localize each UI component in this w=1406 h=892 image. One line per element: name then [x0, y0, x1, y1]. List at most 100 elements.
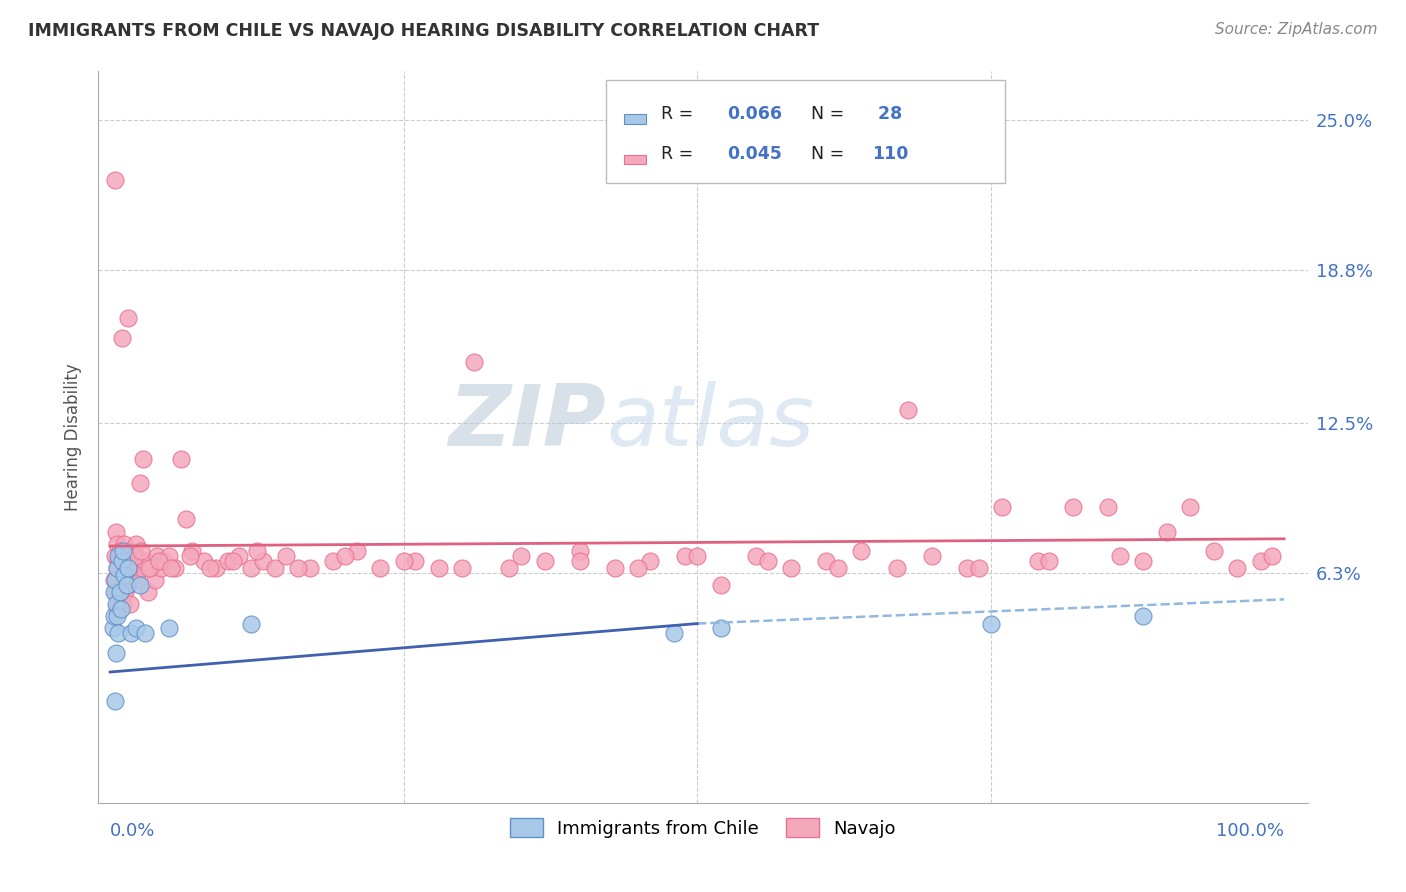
- Point: [956, 561, 979, 575]
- Point: [498, 561, 520, 575]
- Point: [157, 549, 180, 563]
- Point: [638, 553, 661, 567]
- Point: [276, 549, 298, 563]
- Point: [252, 553, 274, 567]
- Point: [132, 451, 155, 466]
- Point: [228, 549, 250, 563]
- Point: [368, 561, 391, 575]
- Point: [160, 561, 183, 575]
- Point: [104, 549, 127, 563]
- Point: [104, 573, 127, 587]
- Point: [392, 553, 415, 567]
- Point: [117, 311, 139, 326]
- Point: [780, 561, 803, 575]
- Bar: [624, 114, 647, 124]
- Point: [103, 573, 125, 587]
- Text: 28: 28: [872, 104, 903, 122]
- Point: [568, 544, 591, 558]
- Point: [131, 561, 153, 575]
- Text: IMMIGRANTS FROM CHILE VS NAVAJO HEARING DISABILITY CORRELATION CHART: IMMIGRANTS FROM CHILE VS NAVAJO HEARING …: [28, 22, 820, 40]
- Point: [157, 622, 180, 636]
- Point: [1108, 549, 1130, 563]
- Point: [980, 616, 1002, 631]
- Point: [193, 553, 215, 567]
- Point: [105, 602, 128, 616]
- Point: [181, 544, 204, 558]
- Point: [112, 597, 135, 611]
- Point: [110, 602, 132, 616]
- Point: [108, 585, 131, 599]
- Point: [921, 549, 943, 563]
- Point: [1132, 609, 1154, 624]
- Point: [1026, 553, 1049, 567]
- Point: [263, 561, 285, 575]
- Point: [1202, 544, 1225, 558]
- Point: [107, 597, 129, 611]
- Point: [124, 549, 146, 563]
- Point: [117, 561, 139, 575]
- Point: [886, 561, 908, 575]
- Point: [118, 561, 141, 575]
- Bar: [624, 154, 647, 164]
- Point: [333, 549, 356, 563]
- Point: [105, 609, 128, 624]
- Point: [105, 585, 128, 599]
- Point: [120, 597, 142, 611]
- Point: [404, 553, 426, 567]
- Point: [149, 561, 172, 575]
- Point: [1180, 500, 1202, 515]
- Text: R =: R =: [661, 104, 699, 122]
- Text: N =: N =: [800, 145, 849, 163]
- Point: [1132, 553, 1154, 567]
- Point: [105, 524, 128, 539]
- Point: [111, 561, 134, 575]
- Point: [179, 549, 201, 563]
- Point: [568, 553, 591, 567]
- Point: [1038, 553, 1060, 567]
- Point: [322, 553, 344, 567]
- Point: [427, 561, 450, 575]
- Point: [627, 561, 650, 575]
- Point: [104, 694, 127, 708]
- Point: [143, 573, 166, 587]
- Point: [146, 549, 169, 563]
- Point: [204, 561, 226, 575]
- Point: [112, 544, 135, 558]
- Point: [240, 561, 263, 575]
- Point: [136, 585, 159, 599]
- Point: [222, 553, 245, 567]
- Point: [710, 622, 733, 636]
- Point: [110, 544, 132, 558]
- Point: [112, 536, 135, 550]
- Point: [815, 553, 838, 567]
- Point: [287, 561, 309, 575]
- Point: [105, 561, 128, 575]
- Point: [710, 578, 733, 592]
- Text: 100.0%: 100.0%: [1216, 822, 1284, 840]
- Point: [451, 561, 474, 575]
- Point: [120, 561, 142, 575]
- Point: [110, 585, 132, 599]
- Text: 0.045: 0.045: [727, 145, 782, 163]
- Point: [138, 561, 160, 575]
- Point: [198, 561, 221, 575]
- Point: [120, 626, 142, 640]
- Point: [134, 553, 156, 567]
- Y-axis label: Hearing Disability: Hearing Disability: [65, 363, 83, 511]
- Point: [603, 561, 626, 575]
- Point: [346, 544, 368, 558]
- Point: [169, 451, 191, 466]
- Legend: Immigrants from Chile, Navajo: Immigrants from Chile, Navajo: [503, 811, 903, 845]
- Point: [103, 609, 125, 624]
- Point: [117, 578, 139, 592]
- Point: [105, 597, 128, 611]
- Point: [122, 561, 145, 575]
- Text: atlas: atlas: [606, 381, 814, 464]
- Point: [756, 553, 779, 567]
- Point: [129, 544, 152, 558]
- Point: [967, 561, 990, 575]
- Point: [148, 553, 170, 567]
- Point: [298, 561, 321, 575]
- Point: [217, 553, 239, 567]
- Point: [153, 553, 176, 567]
